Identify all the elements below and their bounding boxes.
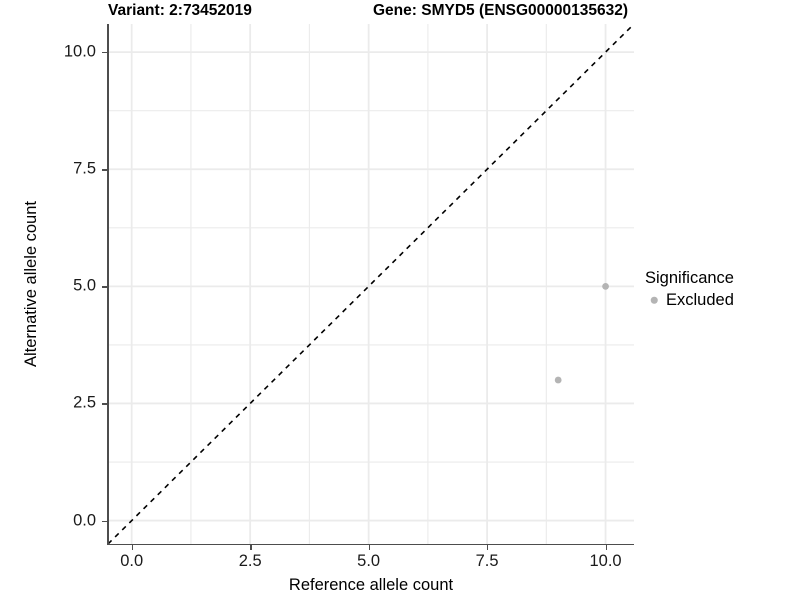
legend-item-label: Excluded <box>666 291 734 309</box>
x-axis-title: Reference allele count <box>288 576 454 594</box>
x-axis-tick-mark <box>487 545 489 550</box>
legend: Significance Excluded <box>645 268 795 311</box>
reference-line-identity <box>108 24 634 544</box>
circle-icon <box>650 296 658 304</box>
y-axis-tick-label: 7.5 <box>73 159 96 178</box>
data-point <box>554 376 562 384</box>
x-axis-tick-label: 7.5 <box>475 552 499 570</box>
x-axis-tick-label: 0.0 <box>120 552 144 570</box>
x-axis-tick-label: 10.0 <box>589 552 622 570</box>
data-point <box>602 282 609 290</box>
plot-panel-canvas <box>108 24 634 544</box>
x-axis-tick-mark <box>368 545 371 550</box>
y-axis-tick-label: 5.0 <box>73 276 96 295</box>
legend-title: Significance <box>645 269 734 287</box>
y-axis-title: Alternative allele count <box>22 201 40 368</box>
y-axis-tick-mark <box>102 403 107 405</box>
x-axis-tick-mark <box>250 545 252 550</box>
legend-item[interactable]: Excluded <box>645 289 795 311</box>
legend-items: Excluded <box>645 289 795 311</box>
y-axis-tick-mark <box>102 169 107 171</box>
y-axis-tick-label: 0.0 <box>73 511 96 530</box>
y-axis-tick-mark <box>102 520 107 522</box>
y-axis-tick-mark <box>102 52 107 54</box>
x-axis-tick-mark <box>605 545 607 550</box>
y-axis-tick-mark <box>102 286 107 288</box>
x-axis-tick-mark <box>131 545 134 550</box>
y-axis-tick-label: 2.5 <box>73 393 96 412</box>
plot-panel <box>108 24 634 544</box>
plot-title-row: Variant: 2:73452019 Gene: SMYD5 (ENSG000… <box>108 2 634 22</box>
x-axis-tick-label: 2.5 <box>238 552 262 570</box>
plot-title-gene: Gene: SMYD5 (ENSG00000135632) <box>373 2 629 19</box>
plot-title-variant: Variant: 2:73452019 <box>108 2 252 19</box>
x-axis-tick-label: 5.0 <box>357 552 381 570</box>
y-axis-line <box>107 24 109 545</box>
y-axis-tick-label: 10.0 <box>63 42 96 61</box>
legend-key-swatch <box>645 291 663 309</box>
y-axis-tick-labels: 0.0 2.5 5.0 7.5 10.0 <box>28 0 96 600</box>
x-axis-line <box>107 543 634 546</box>
